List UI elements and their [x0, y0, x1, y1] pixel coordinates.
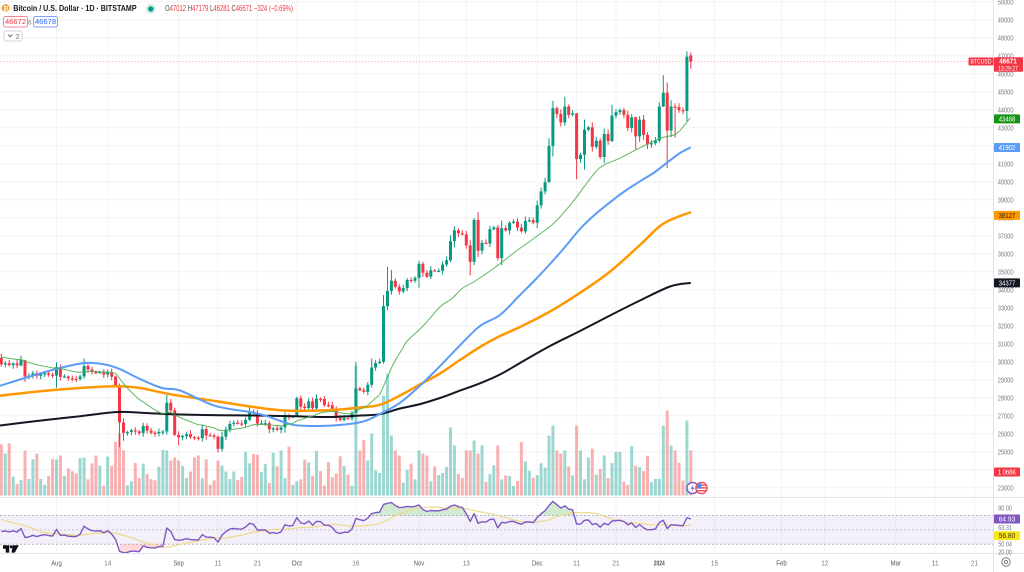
- svg-text:30000: 30000: [998, 357, 1014, 366]
- svg-text:6: 6: [28, 20, 32, 27]
- svg-text:21: 21: [612, 558, 619, 567]
- svg-text:21: 21: [254, 558, 261, 567]
- svg-text:15: 15: [711, 558, 718, 567]
- svg-text:11: 11: [573, 558, 580, 567]
- svg-text:39000: 39000: [998, 195, 1014, 204]
- svg-text:13: 13: [463, 558, 470, 567]
- svg-text:64.93: 64.93: [999, 515, 1016, 524]
- svg-text:46672: 46672: [5, 17, 26, 26]
- svg-text:Mar: Mar: [890, 558, 901, 567]
- svg-text:35000: 35000: [998, 267, 1014, 276]
- svg-text:O47012 H47179 L46281 C46671 −3: O47012 H47179 L46281 C46671 −324 (−0.69%…: [165, 4, 293, 13]
- svg-text:43488: 43488: [999, 115, 1016, 124]
- svg-text:21: 21: [971, 558, 978, 567]
- svg-text:Oct: Oct: [292, 558, 303, 567]
- svg-text:49000: 49000: [998, 15, 1014, 24]
- svg-text:29000: 29000: [998, 375, 1014, 384]
- svg-text:32000: 32000: [998, 321, 1014, 330]
- svg-text:23000: 23000: [998, 483, 1014, 492]
- svg-text:Sep: Sep: [173, 558, 184, 567]
- svg-text:2: 2: [16, 32, 20, 41]
- svg-text:50.04: 50.04: [998, 539, 1012, 548]
- svg-text:63.31: 63.31: [998, 523, 1012, 532]
- svg-text:20.00: 20.00: [998, 547, 1012, 556]
- svg-text:45000: 45000: [998, 87, 1014, 96]
- svg-text:47000: 47000: [998, 51, 1014, 60]
- svg-text:34377: 34377: [999, 279, 1016, 288]
- svg-text:80.00: 80.00: [998, 503, 1012, 512]
- svg-text:11: 11: [932, 558, 939, 567]
- svg-text:46000: 46000: [998, 69, 1014, 78]
- svg-text:40000: 40000: [998, 177, 1014, 186]
- svg-text:31000: 31000: [998, 339, 1014, 348]
- svg-text:Feb: Feb: [776, 558, 787, 567]
- svg-text:41000: 41000: [998, 159, 1014, 168]
- svg-text:Nov: Nov: [414, 558, 425, 567]
- svg-text:43000: 43000: [998, 123, 1014, 132]
- svg-text:BTCUSD: BTCUSD: [971, 59, 992, 66]
- svg-text:11: 11: [214, 558, 221, 567]
- svg-text:33000: 33000: [998, 303, 1014, 312]
- svg-text:34000: 34000: [998, 285, 1014, 294]
- svg-text:36000: 36000: [998, 249, 1014, 258]
- svg-text:16: 16: [352, 558, 359, 567]
- svg-text:13:29:27: 13:29:27: [998, 66, 1018, 73]
- svg-text:25000: 25000: [998, 447, 1014, 456]
- svg-text:38127: 38127: [999, 211, 1016, 220]
- svg-text:27000: 27000: [998, 411, 1014, 420]
- svg-text:₿: ₿: [3, 5, 8, 12]
- svg-text:2024: 2024: [654, 558, 665, 567]
- svg-text:44000: 44000: [998, 105, 1014, 114]
- svg-text:37000: 37000: [998, 231, 1014, 240]
- svg-text:12: 12: [821, 558, 828, 567]
- svg-text:26000: 26000: [998, 429, 1014, 438]
- svg-text:50000: 50000: [998, 0, 1014, 6]
- svg-text:46671: 46671: [999, 57, 1017, 66]
- svg-text:28000: 28000: [998, 393, 1014, 402]
- svg-text:Aug: Aug: [51, 558, 62, 567]
- svg-text:46678: 46678: [35, 17, 56, 26]
- svg-text:56.80: 56.80: [999, 531, 1016, 540]
- svg-text:41902: 41902: [999, 143, 1016, 152]
- svg-text:1.068K: 1.068K: [998, 468, 1017, 477]
- svg-text:Bitcoin / U.S. Dollar · 1D · B: Bitcoin / U.S. Dollar · 1D · BITSTAMP: [13, 4, 137, 13]
- svg-text:48000: 48000: [998, 33, 1014, 42]
- svg-text:Dec: Dec: [532, 558, 543, 567]
- svg-text:14: 14: [104, 558, 111, 567]
